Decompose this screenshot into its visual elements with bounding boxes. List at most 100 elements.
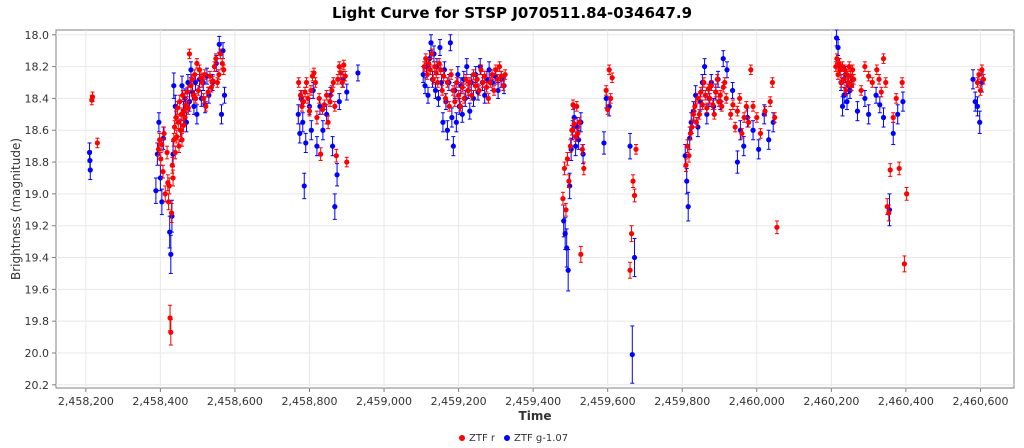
data-point-ztf-r (423, 56, 429, 62)
data-point-ztf-r (774, 224, 780, 230)
data-point-ztf-g (449, 114, 455, 121)
data-point-ztf-g (453, 119, 459, 125)
data-point-ztf-r (704, 105, 710, 111)
data-point-ztf-g (188, 67, 194, 73)
data-point-ztf-g (766, 137, 772, 143)
data-point-ztf-r (159, 141, 165, 148)
data-point-ztf-r (878, 89, 884, 95)
data-point-ztf-g (467, 108, 473, 114)
data-point-ztf-r (851, 76, 857, 82)
data-point-ztf-r (155, 146, 162, 152)
data-point-ztf-r (887, 167, 893, 173)
data-point-ztf-g (167, 229, 173, 235)
data-point-ztf-r (979, 67, 985, 73)
data-point-ztf-r (457, 103, 464, 109)
data-point-ztf-r (762, 108, 768, 114)
data-point-ztf-r (332, 103, 338, 109)
data-point-ztf-r (169, 162, 175, 168)
data-point-ztf-r (739, 130, 745, 137)
data-point-ztf-r (435, 79, 441, 86)
data-point-ztf-g (720, 56, 726, 62)
data-point-ztf-r (162, 191, 168, 197)
data-point-ztf-r (890, 114, 896, 121)
data-point-ztf-r (977, 87, 984, 94)
data-point-ztf-r (893, 95, 899, 102)
data-point-ztf-g (890, 130, 896, 137)
data-point-ztf-r (683, 162, 689, 168)
y-tick-label: 20.2 (25, 379, 50, 392)
data-point-ztf-g (157, 175, 163, 181)
data-point-ztf-r (734, 108, 741, 114)
data-point-ztf-g (684, 178, 690, 184)
data-point-ztf-r (199, 79, 205, 86)
x-tick-label: 2,459,200 (431, 395, 487, 408)
data-point-ztf-g (495, 87, 501, 94)
data-point-ztf-r (866, 73, 872, 79)
data-point-ztf-g (171, 83, 177, 89)
data-point-ztf-r (158, 156, 164, 162)
data-point-ztf-r (483, 84, 490, 90)
data-point-ztf-r (176, 143, 182, 149)
data-point-ztf-r (689, 124, 695, 130)
data-point-ztf-r (732, 124, 738, 130)
data-point-ztf-r (835, 71, 841, 78)
data-point-ztf-r (710, 102, 716, 108)
data-point-ztf-r (699, 102, 705, 108)
data-point-ztf-r (561, 165, 568, 172)
data-point-ztf-r (579, 146, 585, 152)
data-point-ztf-r (693, 119, 700, 125)
data-point-ztf-g (425, 92, 431, 98)
data-point-ztf-r (424, 71, 430, 78)
x-tick-label: 2,460,200 (803, 395, 859, 408)
data-point-ztf-r (311, 70, 317, 76)
data-point-ztf-g (724, 67, 730, 73)
data-point-ztf-r (179, 137, 185, 143)
data-point-ztf-g (682, 153, 688, 159)
data-point-ztf-r (172, 149, 178, 156)
data-point-ztf-g (866, 111, 872, 117)
x-tick-label: 2,459,800 (654, 395, 710, 408)
data-point-ztf-r (841, 76, 847, 82)
data-point-ztf-r (325, 119, 331, 125)
data-point-ztf-r (730, 102, 736, 108)
data-point-ztf-g (702, 63, 708, 70)
data-point-ztf-g (464, 63, 470, 70)
legend-marker-ztf-r (459, 435, 465, 441)
data-point-ztf-g (444, 127, 451, 133)
data-point-ztf-g (435, 95, 442, 102)
data-point-ztf-g (194, 111, 200, 117)
data-point-ztf-r (487, 79, 493, 86)
data-point-ztf-g (437, 44, 443, 51)
data-point-ztf-r (316, 95, 322, 102)
data-point-ztf-r (210, 78, 216, 84)
y-tick-label: 19.2 (25, 220, 50, 233)
data-point-ztf-r (858, 87, 864, 94)
data-point-ztf-g (440, 119, 446, 125)
data-point-ztf-g (300, 119, 306, 125)
data-point-ztf-g (303, 140, 309, 146)
data-point-ztf-g (862, 95, 868, 102)
data-point-ztf-r (474, 76, 480, 82)
data-point-ztf-r (192, 71, 198, 78)
data-point-ztf-r (195, 87, 201, 94)
data-point-ztf-r (342, 73, 348, 79)
y-tick-label: 18.4 (25, 92, 50, 105)
data-point-ztf-r (324, 92, 330, 98)
data-point-ztf-r (318, 151, 324, 157)
data-point-ztf-r (207, 73, 213, 79)
data-point-ztf-g (87, 167, 93, 173)
data-point-ztf-r (170, 175, 176, 181)
y-tick-label: 20.0 (25, 347, 50, 360)
data-point-ztf-r (566, 178, 572, 184)
legend: ZTF r ZTF g-1.07 (459, 433, 568, 444)
y-tick-label: 18.6 (25, 124, 50, 137)
data-point-ztf-r (772, 114, 778, 121)
data-point-ztf-r (491, 87, 497, 94)
data-point-ztf-r (470, 71, 477, 78)
data-point-ztf-g (459, 111, 465, 117)
data-point-ztf-r (719, 103, 725, 109)
data-point-ztf-r (161, 130, 167, 137)
data-point-ztf-r (321, 102, 327, 108)
data-point-ztf-r (171, 124, 178, 130)
